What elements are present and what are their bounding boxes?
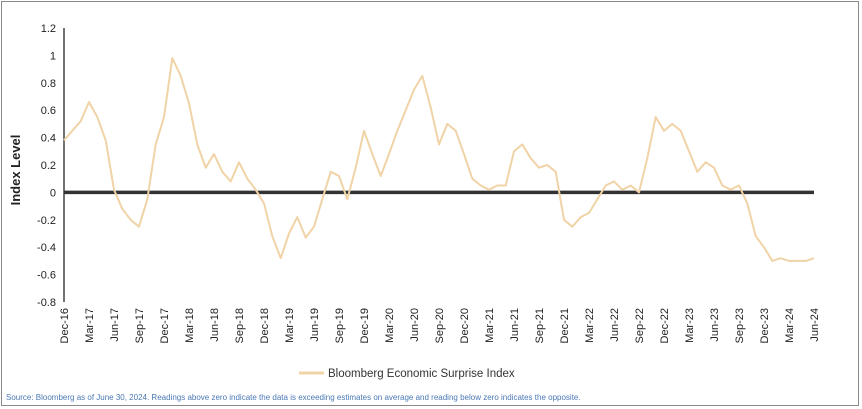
x-tick-label: Sep-17 [134,308,146,343]
y-tick-label: -0.2 [37,215,56,227]
x-tick-label: Jun-22 [609,308,621,342]
y-axis-label: Index Level [8,135,23,206]
x-tick-label: Sep-21 [534,308,546,343]
x-tick-label: Jun-23 [709,308,721,342]
legend: Bloomberg Economic Surprise Index [299,368,515,380]
x-tick-label: Jun-19 [309,308,321,342]
y-tick-label: 0.4 [41,133,56,145]
x-tick-label: Mar-22 [584,308,596,343]
x-tick-label: Dec-19 [359,308,371,343]
x-tick-label: Dec-23 [759,308,771,343]
surprise-index-chart: Index Level 1.2 1 0.8 0.6 0.4 0.2 0 -0.2 -0.4 -0.… [8,23,821,380]
x-tick-label: Mar-23 [684,308,696,343]
x-tick-label: Sep-23 [734,308,746,343]
series-line-surprise-index [63,57,815,262]
x-tick-label: Jun-17 [109,308,121,342]
x-tick-labels: Dec-16 Mar-17 Jun-17 Sep-17 Dec-17 Mar-18 Jun-… [59,308,821,343]
y-tick-label: 0 [50,187,56,199]
x-tick-label: Dec-17 [159,308,171,343]
x-tick-label: Mar-18 [184,308,196,343]
x-tick-label: Sep-18 [234,308,246,343]
x-tick-label: Dec-16 [59,308,71,343]
x-tick-label: Jun-20 [409,308,421,342]
source-footnote: Source: Bloomberg as of June 30, 2024. R… [6,393,581,402]
x-tick-label: Sep-20 [434,308,446,343]
y-tick-label: 0.8 [41,78,56,90]
y-tick-label: 0.2 [41,160,56,172]
x-tick-label: Mar-17 [84,308,96,343]
y-tick-label: -0.8 [37,297,56,309]
x-tick-label: Jun-18 [209,308,221,342]
x-tick-label: Sep-22 [634,308,646,343]
x-tick-label: Mar-20 [384,308,396,343]
x-tick-label: Dec-21 [559,308,571,343]
y-tick-label: 0.6 [41,105,56,117]
y-tick-label: -0.6 [37,270,56,282]
x-tick-label: Jun-24 [809,308,821,342]
x-tick-label: Mar-19 [284,308,296,343]
y-tick-labels: 1.2 1 0.8 0.6 0.4 0.2 0 -0.2 -0.4 -0.6 -0.8 [37,23,56,309]
x-tick-label: Dec-22 [659,308,671,343]
x-tick-label: Dec-18 [259,308,271,343]
x-tick-label: Mar-24 [784,308,796,343]
x-tick-label: Jun-21 [509,308,521,342]
y-tick-label: 1 [50,50,56,62]
x-tick-label: Sep-19 [334,308,346,343]
y-tick-label: -0.4 [37,242,56,254]
y-tick-label: 1.2 [41,23,56,35]
legend-label: Bloomberg Economic Surprise Index [328,368,515,380]
x-tick-label: Mar-21 [484,308,496,343]
x-tick-label: Dec-20 [459,308,471,343]
